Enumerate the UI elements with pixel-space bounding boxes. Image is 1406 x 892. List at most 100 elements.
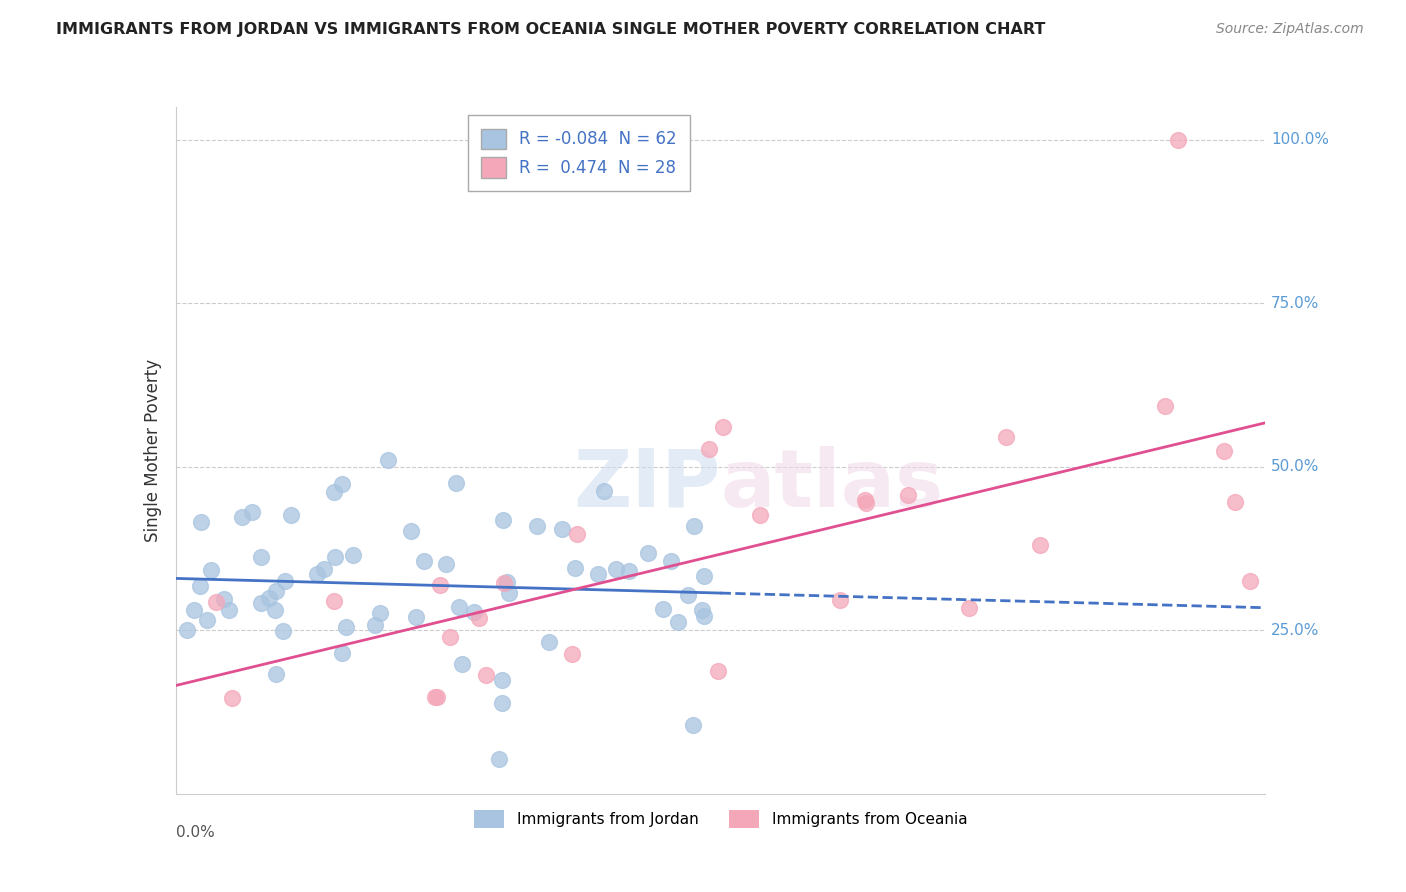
- Point: [190, 579, 212, 593]
- Point: [495, 575, 517, 590]
- Point: [263, 603, 285, 617]
- Point: [491, 696, 513, 710]
- Point: [312, 562, 335, 576]
- Point: [706, 665, 728, 679]
- Point: [200, 563, 222, 577]
- Point: [305, 566, 328, 581]
- Point: [205, 595, 228, 609]
- Point: [266, 667, 288, 681]
- Point: [855, 496, 877, 510]
- Point: [330, 477, 353, 491]
- Point: [323, 550, 346, 565]
- Point: [488, 752, 510, 766]
- Point: [434, 557, 457, 571]
- Point: [592, 484, 614, 499]
- Point: [1213, 444, 1236, 458]
- Point: [475, 667, 498, 681]
- Point: [564, 561, 586, 575]
- Text: atlas: atlas: [721, 446, 943, 524]
- Point: [249, 549, 271, 564]
- Point: [713, 420, 735, 434]
- Point: [264, 583, 287, 598]
- Point: [240, 505, 263, 519]
- Point: [491, 673, 513, 687]
- Point: [498, 585, 520, 599]
- Point: [450, 657, 472, 672]
- Point: [212, 591, 235, 606]
- Point: [249, 596, 271, 610]
- Point: [405, 610, 427, 624]
- Text: 50.0%: 50.0%: [1271, 459, 1319, 475]
- Point: [994, 430, 1017, 444]
- Point: [1223, 494, 1246, 508]
- Point: [273, 574, 295, 588]
- Point: [637, 546, 659, 560]
- Point: [565, 527, 588, 541]
- Point: [537, 635, 560, 649]
- Point: [693, 609, 716, 624]
- Point: [463, 605, 485, 619]
- Text: 75.0%: 75.0%: [1271, 296, 1319, 310]
- Text: IMMIGRANTS FROM JORDAN VS IMMIGRANTS FROM OCEANIA SINGLE MOTHER POVERTY CORRELAT: IMMIGRANTS FROM JORDAN VS IMMIGRANTS FRO…: [56, 22, 1046, 37]
- Point: [330, 647, 353, 661]
- Point: [682, 718, 704, 732]
- Point: [322, 593, 344, 607]
- Point: [183, 603, 205, 617]
- Point: [364, 617, 387, 632]
- Point: [323, 485, 346, 500]
- Point: [619, 564, 641, 578]
- Point: [748, 508, 770, 522]
- Point: [197, 613, 219, 627]
- Point: [280, 508, 302, 523]
- Point: [693, 569, 716, 583]
- Y-axis label: Single Mother Poverty: Single Mother Poverty: [143, 359, 162, 542]
- Text: ZIP: ZIP: [574, 446, 721, 524]
- Point: [492, 513, 515, 527]
- Point: [218, 603, 240, 617]
- Point: [221, 691, 243, 706]
- Point: [426, 690, 449, 704]
- Point: [676, 588, 699, 602]
- Text: Source: ZipAtlas.com: Source: ZipAtlas.com: [1216, 22, 1364, 37]
- Point: [176, 623, 198, 637]
- Point: [335, 620, 357, 634]
- Point: [586, 567, 609, 582]
- Point: [682, 519, 704, 533]
- Legend: Immigrants from Jordan, Immigrants from Oceania: Immigrants from Jordan, Immigrants from …: [468, 804, 973, 834]
- Point: [828, 593, 851, 607]
- Point: [853, 493, 876, 508]
- Point: [957, 601, 980, 615]
- Text: 100.0%: 100.0%: [1271, 132, 1329, 147]
- Point: [690, 603, 713, 617]
- Point: [449, 600, 471, 615]
- Point: [605, 562, 627, 576]
- Point: [368, 606, 391, 620]
- Point: [652, 602, 675, 616]
- Point: [897, 488, 920, 502]
- Point: [697, 442, 720, 456]
- Text: 25.0%: 25.0%: [1271, 623, 1319, 638]
- Point: [1167, 133, 1189, 147]
- Point: [492, 575, 515, 590]
- Point: [1239, 574, 1261, 588]
- Point: [399, 524, 422, 538]
- Point: [377, 452, 399, 467]
- Point: [550, 522, 572, 536]
- Point: [271, 624, 294, 639]
- Point: [423, 690, 446, 705]
- Point: [439, 630, 461, 644]
- Point: [666, 615, 689, 630]
- Point: [444, 476, 467, 491]
- Point: [659, 554, 682, 568]
- Point: [561, 647, 583, 661]
- Point: [468, 610, 491, 624]
- Point: [342, 548, 364, 562]
- Point: [526, 518, 548, 533]
- Point: [190, 515, 212, 529]
- Point: [1029, 538, 1052, 552]
- Point: [1154, 399, 1177, 413]
- Point: [429, 578, 451, 592]
- Point: [413, 554, 436, 568]
- Point: [231, 510, 253, 524]
- Point: [257, 591, 280, 605]
